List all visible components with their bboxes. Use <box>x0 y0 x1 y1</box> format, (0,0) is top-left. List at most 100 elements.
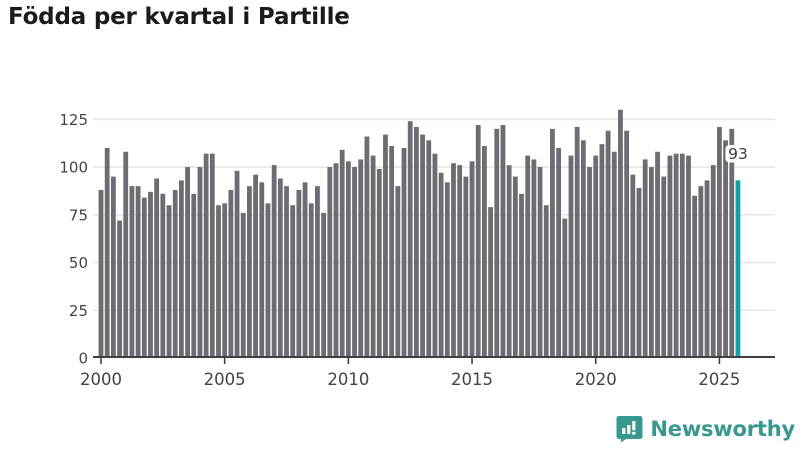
bar-2010-q2[interactable] <box>352 167 357 358</box>
bar-2024-q4[interactable] <box>710 165 716 358</box>
bar-2009-q3[interactable] <box>333 163 339 358</box>
bar-2003-q4[interactable] <box>191 193 197 358</box>
bar-2016-q2[interactable] <box>500 125 506 358</box>
bar-2002-q3[interactable] <box>160 193 166 358</box>
bar-2004-q4[interactable] <box>216 205 221 358</box>
bar-2000-q1[interactable] <box>98 189 104 358</box>
bar-2007-q1[interactable] <box>271 165 277 358</box>
bar-2015-q4[interactable] <box>488 207 493 358</box>
bar-2019-q2[interactable] <box>574 126 580 358</box>
bar-2022-q4[interactable] <box>661 176 667 358</box>
bar-2020-q2[interactable] <box>599 144 605 358</box>
bar-2012-q3[interactable] <box>407 121 413 359</box>
bar-2014-q2[interactable] <box>451 163 456 358</box>
bar-2005-q1[interactable] <box>222 203 228 358</box>
bar-2009-q2[interactable] <box>327 167 333 358</box>
bar-2015-q1[interactable] <box>469 161 475 358</box>
bar-2004-q2[interactable] <box>203 153 209 358</box>
bar-2022-q2[interactable] <box>648 167 654 358</box>
bar-2001-q3[interactable] <box>135 186 141 358</box>
bar-2023-q3[interactable] <box>679 153 685 358</box>
bar-2020-q3[interactable] <box>605 130 611 358</box>
bar-2018-q2[interactable] <box>550 128 555 358</box>
bar-2010-q3[interactable] <box>358 159 364 358</box>
bar-2021-q3[interactable] <box>630 174 636 358</box>
bar-2003-q3[interactable] <box>185 167 190 358</box>
bar-2009-q1[interactable] <box>321 212 327 358</box>
bar-2024-q3[interactable] <box>704 180 710 358</box>
bar-2005-q2[interactable] <box>228 189 234 358</box>
bar-2011-q2[interactable] <box>376 168 382 358</box>
bar-2019-q3[interactable] <box>580 140 586 358</box>
bar-2014-q3[interactable] <box>457 165 463 358</box>
bar-2007-q4[interactable] <box>290 205 296 358</box>
bar-2008-q4[interactable] <box>315 186 320 358</box>
bar-2000-q4[interactable] <box>117 220 122 358</box>
bar-2021-q4[interactable] <box>636 188 642 358</box>
bar-2006-q2[interactable] <box>253 174 258 358</box>
bar-2002-q1[interactable] <box>148 191 153 358</box>
bar-2006-q1[interactable] <box>247 186 252 358</box>
bar-2017-q4[interactable] <box>537 167 543 358</box>
bar-2021-q2[interactable] <box>624 130 630 358</box>
bar-2005-q3[interactable] <box>234 170 240 358</box>
bar-2016-q3[interactable] <box>506 165 512 358</box>
bar-2023-q2[interactable] <box>673 153 679 358</box>
bar-2021-q1[interactable] <box>618 109 623 358</box>
bar-2001-q1[interactable] <box>123 151 129 358</box>
bar-2017-q1[interactable] <box>519 193 524 358</box>
bar-2001-q4[interactable] <box>141 197 147 358</box>
bar-2024-q1[interactable] <box>692 195 698 358</box>
bar-2004-q1[interactable] <box>197 167 203 358</box>
bar-2013-q4[interactable] <box>438 172 444 358</box>
bar-2005-q4[interactable] <box>240 212 246 358</box>
bar-2024-q2[interactable] <box>698 186 704 358</box>
bar-2016-q1[interactable] <box>494 128 500 358</box>
bar-2015-q3[interactable] <box>482 146 487 358</box>
bar-2006-q4[interactable] <box>265 203 271 358</box>
bar-2018-q1[interactable] <box>543 205 549 358</box>
bar-2023-q4[interactable] <box>686 155 691 358</box>
bar-2018-q3[interactable] <box>556 147 562 358</box>
bar-2019-q4[interactable] <box>587 167 592 358</box>
bar-2020-q1[interactable] <box>593 155 599 358</box>
bar-2025-q3[interactable] <box>729 128 735 358</box>
bar-2011-q1[interactable] <box>370 155 376 358</box>
bar-2001-q2[interactable] <box>129 186 135 358</box>
bar-2017-q2[interactable] <box>525 155 531 358</box>
bar-2012-q2[interactable] <box>401 147 407 358</box>
bar-2007-q2[interactable] <box>277 178 283 358</box>
bar-2017-q3[interactable] <box>531 159 537 358</box>
bar-2004-q3[interactable] <box>209 153 215 358</box>
bar-2012-q4[interactable] <box>413 126 419 358</box>
bar-2013-q3[interactable] <box>432 153 438 358</box>
bar-2007-q3[interactable] <box>284 186 289 358</box>
bar-2006-q3[interactable] <box>259 182 265 358</box>
bar-2025-q4[interactable] <box>735 180 741 358</box>
bar-2003-q1[interactable] <box>172 189 178 358</box>
bar-2008-q3[interactable] <box>308 203 314 358</box>
bar-2011-q4[interactable] <box>389 146 395 358</box>
bar-2000-q3[interactable] <box>110 176 116 358</box>
bar-2015-q2[interactable] <box>475 125 481 358</box>
bar-2019-q1[interactable] <box>568 155 574 358</box>
bar-2002-q2[interactable] <box>154 178 160 358</box>
bar-2012-q1[interactable] <box>395 186 401 358</box>
bar-2023-q1[interactable] <box>667 155 673 358</box>
newsworthy-logo[interactable]: Newsworthy <box>616 415 795 443</box>
bar-2010-q1[interactable] <box>345 161 351 358</box>
bar-2020-q4[interactable] <box>611 151 617 358</box>
bar-2025-q1[interactable] <box>717 126 722 358</box>
bar-2011-q3[interactable] <box>383 134 388 358</box>
bar-2014-q4[interactable] <box>463 176 469 358</box>
bar-2000-q2[interactable] <box>104 147 110 358</box>
bar-2002-q4[interactable] <box>166 205 172 358</box>
bar-2013-q1[interactable] <box>420 134 425 358</box>
bar-2008-q2[interactable] <box>302 182 308 358</box>
bar-2022-q1[interactable] <box>642 159 648 358</box>
bar-2008-q1[interactable] <box>296 189 302 358</box>
bar-2022-q3[interactable] <box>655 151 660 358</box>
bar-2025-q2[interactable] <box>723 140 728 358</box>
bar-2018-q4[interactable] <box>562 218 568 358</box>
bar-2010-q4[interactable] <box>364 136 370 358</box>
